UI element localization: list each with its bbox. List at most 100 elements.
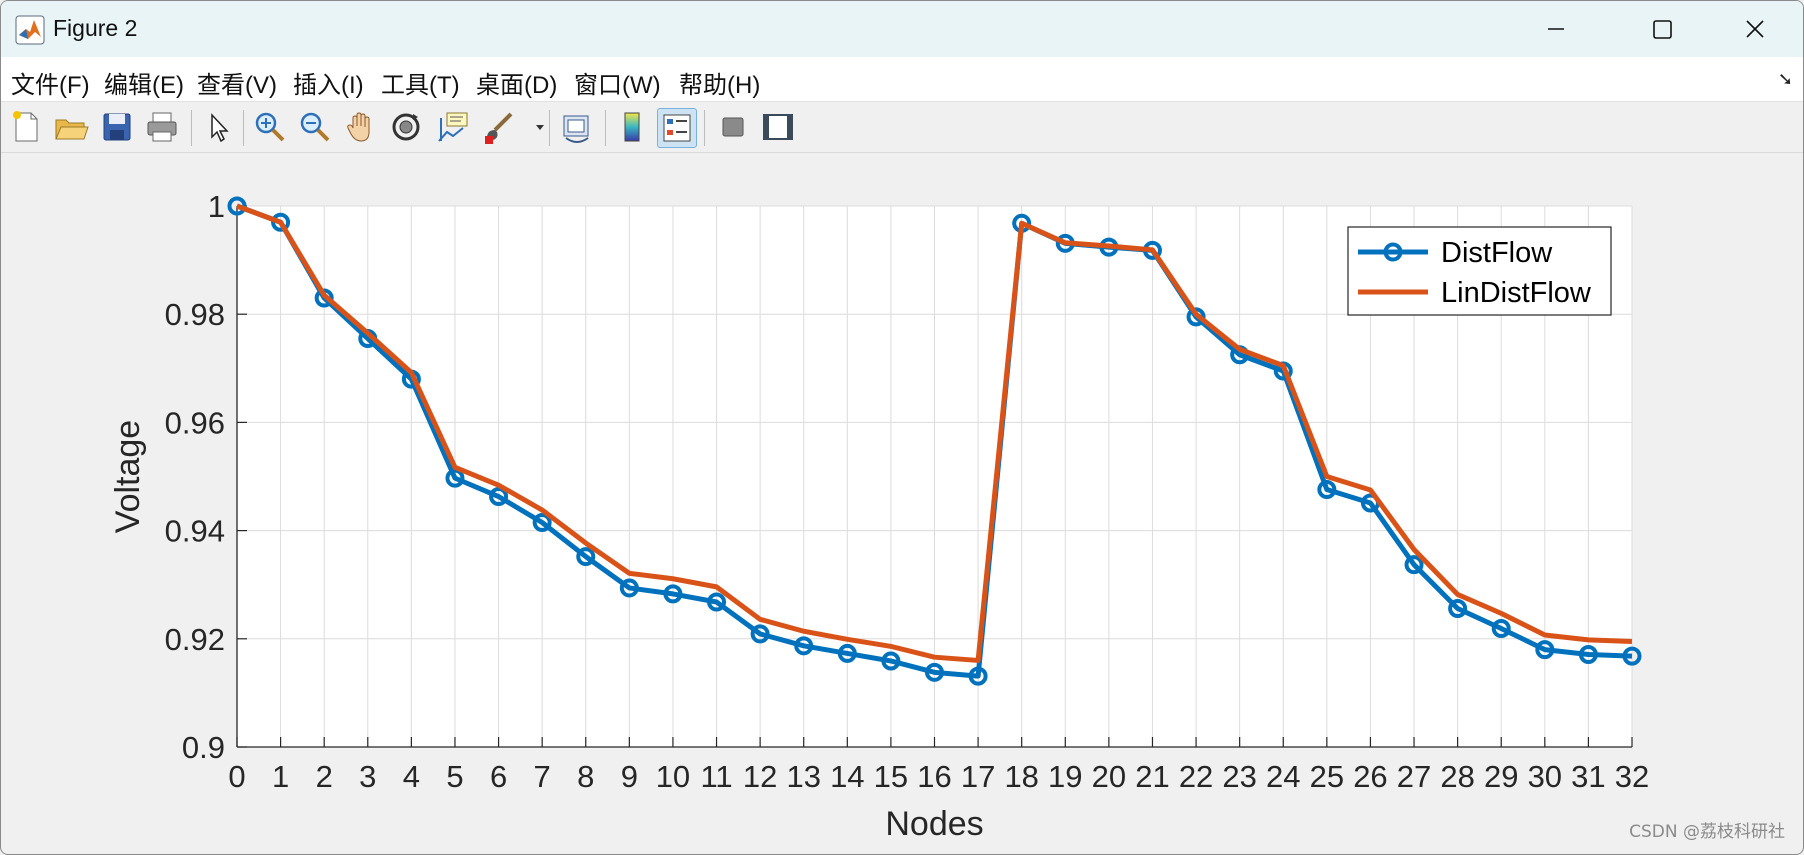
series-line-distflow xyxy=(236,203,1633,679)
maximize-button[interactable] xyxy=(1627,9,1697,49)
brush-button[interactable] xyxy=(479,108,517,146)
line-chart[interactable]: 0 1 2 3 4 5 6 7 8 9 10 11 12 13 14 15 16 17 18 19 20 21 22 23 24… xyxy=(1,153,1803,854)
hide-plot-tools-icon xyxy=(722,117,744,137)
legend-marker-distflow xyxy=(1383,242,1403,262)
close-button[interactable] xyxy=(1721,9,1791,49)
data-cursor-button[interactable] xyxy=(433,108,471,146)
pan-button[interactable] xyxy=(342,108,380,146)
new-figure-button[interactable] xyxy=(7,108,45,146)
show-plot-tools-button[interactable] xyxy=(759,108,797,146)
legend-box xyxy=(1347,226,1612,316)
y-tick-label: 0.9 xyxy=(182,730,225,765)
toolbar-separator xyxy=(704,110,705,146)
x-tick-label: 20 xyxy=(1092,759,1126,794)
save-button[interactable] xyxy=(98,108,136,146)
hide-plot-tools-button[interactable] xyxy=(714,108,752,146)
window-title: Figure 2 xyxy=(53,15,138,41)
data-point-distflow xyxy=(707,592,727,612)
menu-window[interactable]: 窗口(W) xyxy=(574,72,661,99)
x-tick-label: 26 xyxy=(1353,759,1387,794)
data-point-distflow xyxy=(837,643,857,663)
close-icon xyxy=(1746,20,1764,38)
x-tick-label: 9 xyxy=(621,759,638,794)
x-tick-label: 2 xyxy=(316,759,333,794)
link-plot-button[interactable] xyxy=(558,108,596,146)
maximize-icon xyxy=(1653,20,1672,39)
legend-label-lindistflow: LinDistFlow xyxy=(1441,277,1592,309)
data-point-distflow xyxy=(576,547,596,567)
menu-view[interactable]: 查看(V) xyxy=(197,72,277,99)
zoom-in-button[interactable] xyxy=(251,108,289,146)
menu-file[interactable]: 文件(F) xyxy=(11,72,90,99)
x-tick-label: 7 xyxy=(534,759,551,794)
legend-button[interactable] xyxy=(657,108,697,148)
x-tick-label: 28 xyxy=(1440,759,1474,794)
x-tick-label: 31 xyxy=(1571,759,1605,794)
toolbar-separator xyxy=(605,110,606,146)
rotate-3d-button[interactable] xyxy=(387,108,425,146)
data-point-distflow xyxy=(532,512,552,532)
x-tick-label: 27 xyxy=(1397,759,1431,794)
minimize-button[interactable] xyxy=(1521,9,1591,49)
x-tick-label: 24 xyxy=(1266,759,1300,794)
minimize-icon xyxy=(1548,28,1564,30)
data-point-distflow xyxy=(271,212,291,232)
data-point-distflow xyxy=(619,578,639,598)
data-point-distflow xyxy=(227,196,247,216)
x-tick-label: 15 xyxy=(874,759,908,794)
x-tick-label: 14 xyxy=(830,759,864,794)
toolbar-separator xyxy=(191,110,192,146)
toolbar-separator xyxy=(549,110,550,146)
dock-arrow-icon[interactable]: ➘ xyxy=(1777,69,1793,89)
print-button[interactable] xyxy=(143,108,181,146)
open-file-button[interactable] xyxy=(52,108,90,146)
chevron-down-icon xyxy=(536,125,544,130)
menu-help[interactable]: 帮助(H) xyxy=(679,72,761,99)
matlab-icon xyxy=(15,15,45,45)
x-tick-label: 0 xyxy=(228,759,245,794)
menu-bar: 文件(F) 编辑(E) 查看(V) 插入(I) 工具(T) 桌面(D) 窗口(W… xyxy=(1,57,1803,102)
x-tick-label: 30 xyxy=(1528,759,1562,794)
data-point-distflow xyxy=(1491,619,1511,639)
x-tick-label: 21 xyxy=(1135,759,1169,794)
save-icon xyxy=(103,113,131,141)
data-point-distflow xyxy=(1186,307,1206,327)
x-tick-label: 13 xyxy=(786,759,820,794)
menu-insert[interactable]: 插入(I) xyxy=(293,72,364,99)
colorbar-button[interactable] xyxy=(613,108,651,146)
data-point-distflow xyxy=(1448,599,1468,619)
zoom-in-icon xyxy=(255,112,285,142)
figure-toolbar xyxy=(1,102,1803,153)
x-tick-label: 32 xyxy=(1615,759,1649,794)
pointer-button[interactable] xyxy=(199,108,237,146)
print-icon xyxy=(147,112,177,142)
x-axis-label: Nodes xyxy=(885,805,983,843)
data-point-distflow xyxy=(881,651,901,671)
x-tick-label: 25 xyxy=(1310,759,1344,794)
y-tick-label: 0.96 xyxy=(165,405,225,440)
y-tick-label: 0.94 xyxy=(165,514,225,549)
y-tick-label: 0.92 xyxy=(165,622,225,657)
chart-area: 0 1 2 3 4 5 6 7 8 9 10 11 12 13 14 15 16 17 18 19 20 21 22 23 24… xyxy=(1,153,1803,854)
pan-hand-icon xyxy=(347,112,370,142)
data-point-distflow xyxy=(794,636,814,656)
x-tick-label: 16 xyxy=(917,759,951,794)
menu-desktop[interactable]: 桌面(D) xyxy=(476,72,558,99)
data-point-distflow xyxy=(1535,640,1555,660)
x-tick-label: 3 xyxy=(359,759,376,794)
colorbar-icon xyxy=(624,112,640,142)
legend-label-distflow: DistFlow xyxy=(1441,237,1553,269)
x-tick-label: 1 xyxy=(272,759,289,794)
open-file-icon xyxy=(55,119,89,140)
menu-edit[interactable]: 编辑(E) xyxy=(104,72,184,99)
zoom-out-button[interactable] xyxy=(296,108,334,146)
brush-dropdown[interactable] xyxy=(521,108,544,146)
data-point-distflow xyxy=(663,584,683,604)
data-point-distflow xyxy=(1622,646,1642,666)
toolbar-separator xyxy=(243,110,244,146)
menu-tools[interactable]: 工具(T) xyxy=(381,72,460,99)
x-tick-label: 6 xyxy=(490,759,507,794)
data-point-distflow xyxy=(1578,644,1598,664)
title-bar: Figure 2 xyxy=(1,1,1803,57)
